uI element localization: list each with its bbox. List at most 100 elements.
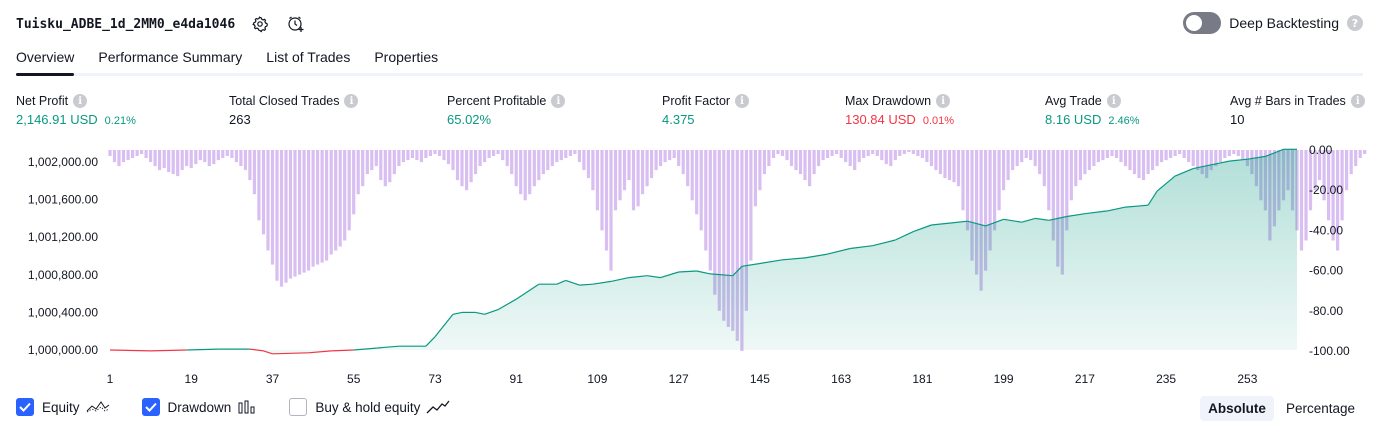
drawdown-bar (573, 150, 577, 154)
drawdown-bar (952, 150, 956, 183)
drawdown-bar (1318, 150, 1322, 181)
drawdown-bar (984, 150, 988, 271)
drawdown-bar (1232, 150, 1236, 154)
drawdown-bar (988, 150, 992, 251)
drawdown-bar (1345, 150, 1349, 191)
tab-overview[interactable]: Overview (16, 44, 75, 76)
drawdown-bar (352, 150, 356, 215)
drawdown-bar (234, 150, 238, 163)
drawdown-bar (907, 150, 911, 152)
drawdown-bar (695, 150, 699, 215)
drawdown-bar (284, 150, 288, 283)
equity-line-icon (86, 400, 110, 414)
drawdown-bar (1123, 150, 1128, 167)
info-icon[interactable]: i (735, 94, 750, 108)
drawdown-bar (826, 150, 830, 158)
drawdown-toggle[interactable]: Drawdown (141, 398, 258, 416)
x-axis-tick: 181 (912, 372, 932, 386)
buy-hold-toggle[interactable]: Buy & hold equity (289, 398, 450, 416)
drawdown-bar (1331, 150, 1335, 241)
drawdown-bar (1358, 150, 1362, 158)
drawdown-bar (1354, 150, 1358, 167)
drawdown-bar (631, 150, 636, 211)
equity-segment (263, 350, 273, 355)
checkbox-checked-icon[interactable] (141, 398, 160, 416)
info-icon[interactable]: i (551, 94, 566, 108)
metric-net-profit: Net Profit i 2,146.91 USD 0.21% (16, 92, 136, 127)
drawdown-bar (153, 150, 157, 167)
drawdown-bar (108, 150, 112, 156)
drawdown-bar (762, 150, 766, 175)
equity-segment (931, 222, 950, 226)
tab-performance-summary[interactable]: Performance Summary (98, 49, 243, 65)
equity-segment (1211, 160, 1230, 166)
checkbox-unchecked-icon[interactable] (289, 398, 308, 416)
percentage-button[interactable]: Percentage (1285, 401, 1355, 416)
drawdown-bar (410, 150, 414, 158)
tab-properties[interactable]: Properties (374, 49, 439, 65)
drawdown-bar (1033, 150, 1037, 167)
equity-segment (592, 280, 612, 285)
drawdown-bar (812, 150, 816, 175)
drawdown-bar (180, 150, 184, 171)
drawdown-bar (713, 150, 717, 295)
equity-segment (272, 352, 309, 355)
info-icon[interactable]: i (936, 94, 951, 108)
metric-value: 2,146.91 USD (16, 112, 98, 127)
drawdown-bar (794, 150, 798, 171)
drawdown-bar (320, 150, 324, 263)
drawdown-bar (1078, 150, 1082, 181)
drawdown-bar (465, 150, 469, 191)
drawdown-bar (1322, 150, 1326, 201)
equity-segment (565, 279, 580, 286)
drawdown-bar (1038, 150, 1042, 175)
drawdown-bar (207, 150, 211, 167)
equity-toggle[interactable]: Equity (16, 398, 110, 416)
drawdown-bar (1308, 150, 1313, 211)
equity-segment (434, 313, 454, 338)
equity-segment (647, 275, 661, 279)
deep-backtesting-toggle[interactable] (1183, 12, 1222, 34)
tab-list-of-trades[interactable]: List of Trades (266, 49, 351, 65)
x-axis-tick: 199 (994, 372, 1014, 386)
checkbox-checked-icon[interactable] (16, 398, 34, 416)
metric-label: Percent Profitable (447, 94, 547, 108)
info-icon[interactable]: i (73, 94, 88, 108)
strategy-header: Tuisku_ADBE_1d_2MM0_e4da1046 (16, 10, 307, 38)
drawdown-bar (537, 150, 541, 181)
help-icon[interactable]: ? (1347, 15, 1363, 31)
drawdown-bar (325, 150, 329, 261)
metric-percent: 0.01% (922, 115, 955, 127)
drawdown-bar (424, 150, 428, 158)
toggle-knob (1186, 15, 1203, 31)
drawdown-bar (1011, 150, 1015, 171)
drawdown-bar (388, 150, 392, 183)
buy-hold-line-icon (426, 400, 450, 414)
drawdown-bar (555, 150, 559, 163)
x-axis-tick: 109 (587, 372, 607, 386)
drawdown-bar (528, 150, 532, 195)
absolute-button[interactable]: Absolute (1200, 396, 1274, 421)
drawdown-bar (1169, 150, 1173, 158)
equity-segment (850, 245, 873, 250)
drawdown-bar (686, 150, 690, 187)
info-icon[interactable]: i (1106, 94, 1121, 108)
metric-avg-trade: Avg Trade i 8.16 USD 2.46% (1045, 92, 1140, 127)
drawdown-bar (1083, 150, 1087, 175)
equity-drawdown-chart[interactable]: 1,002,000.00 1,001,600.00 1,001,200.00 1,00… (0, 140, 1379, 392)
drawdown-bar (1024, 150, 1028, 158)
drawdown-bar (1110, 150, 1114, 156)
equity-segment (710, 273, 733, 277)
drawdown-bar (374, 150, 378, 167)
settings-icon[interactable] (249, 13, 271, 35)
drawdown-bar (731, 150, 735, 331)
drawdown-bar (149, 150, 153, 163)
info-icon[interactable]: i (344, 94, 359, 108)
strategy-title: Tuisku_ADBE_1d_2MM0_e4da1046 (16, 16, 236, 32)
drawdown-bar (1164, 150, 1168, 161)
drawdown-bar (316, 150, 320, 265)
drawdown-bar (1340, 150, 1344, 221)
info-icon[interactable]: i (1350, 94, 1365, 108)
drawdown-bar (956, 150, 961, 187)
add-alert-icon[interactable] (285, 13, 307, 35)
